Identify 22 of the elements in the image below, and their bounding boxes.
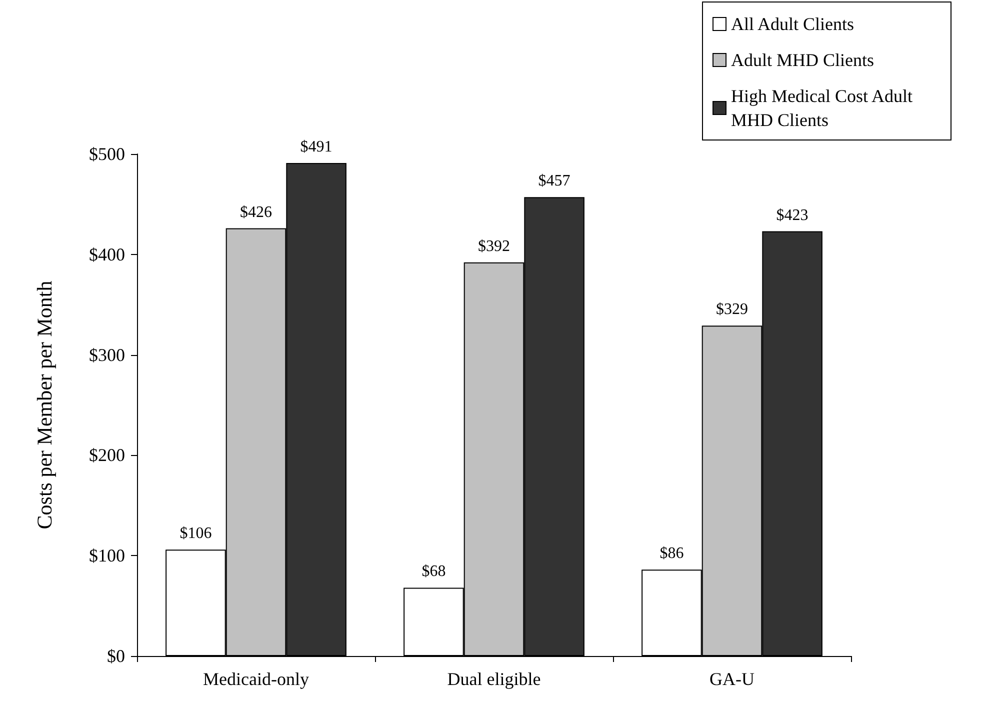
legend-label: All Adult Clients bbox=[731, 14, 854, 34]
data-label: $457 bbox=[538, 172, 570, 190]
legend-label: High Medical Cost Adult MHD Clients bbox=[731, 86, 917, 130]
legend-label: Adult MHD Clients bbox=[731, 50, 874, 70]
data-label: $491 bbox=[300, 138, 332, 156]
y-tick-label: $0 bbox=[107, 646, 125, 666]
x-tick-label: Medicaid-only bbox=[203, 669, 309, 689]
data-label: $392 bbox=[478, 238, 510, 255]
y-tick-label: $500 bbox=[89, 144, 125, 164]
y-tick-label: $300 bbox=[89, 344, 125, 365]
y-axis-title: Costs per Member per Month bbox=[32, 280, 56, 530]
data-label: $329 bbox=[716, 301, 748, 318]
data-label: $106 bbox=[180, 525, 212, 542]
data-label: $423 bbox=[776, 206, 808, 224]
y-tick-label: $100 bbox=[89, 546, 125, 566]
x-tick-label: Dual eligible bbox=[447, 669, 541, 689]
x-tick-label: GA-U bbox=[710, 669, 754, 689]
y-tick-label: $200 bbox=[89, 445, 125, 466]
data-label: $68 bbox=[422, 563, 446, 580]
data-label: $86 bbox=[660, 545, 684, 562]
data-label: $426 bbox=[240, 204, 272, 221]
y-tick-label: $400 bbox=[89, 244, 125, 264]
